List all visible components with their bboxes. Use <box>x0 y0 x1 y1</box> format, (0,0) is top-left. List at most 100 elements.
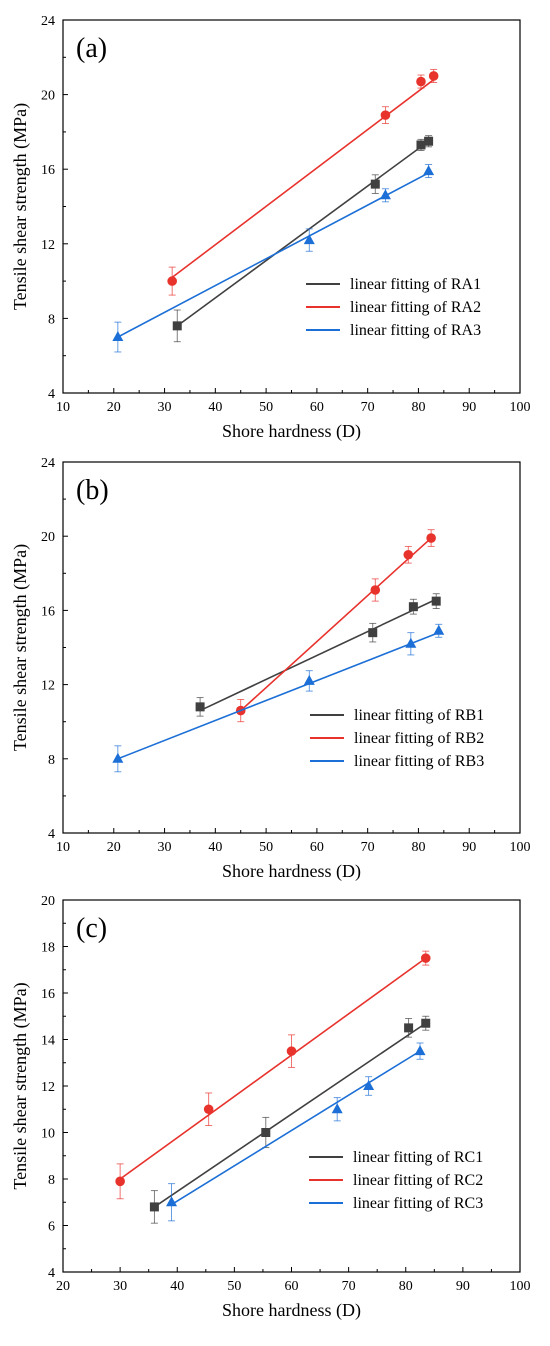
y-tick-label: 12 <box>41 679 55 694</box>
series-1 <box>172 135 434 343</box>
data-point <box>331 1103 343 1114</box>
x-tick-label: 80 <box>399 1279 413 1294</box>
data-point <box>421 1018 431 1028</box>
fit-line <box>119 957 427 1180</box>
y-tick-label: 16 <box>41 987 55 1002</box>
data-point <box>433 624 445 635</box>
data-point <box>261 1128 271 1137</box>
x-tick-label: 50 <box>259 840 273 855</box>
y-tick-label: 16 <box>41 163 55 178</box>
data-point <box>426 533 436 543</box>
series-3 <box>166 1042 426 1222</box>
fit-line <box>117 631 440 760</box>
x-axis-title: Shore hardness (D) <box>222 861 361 882</box>
data-point <box>112 331 124 342</box>
y-tick-label: 24 <box>41 14 55 29</box>
series-3 <box>112 623 445 773</box>
x-tick-label: 20 <box>56 1279 70 1294</box>
series-3 <box>112 164 435 353</box>
x-tick-label: 90 <box>462 400 476 415</box>
data-point <box>379 189 391 200</box>
series-2 <box>115 950 431 1200</box>
y-tick-label: 8 <box>48 753 55 768</box>
data-point <box>420 953 431 963</box>
y-tick-label: 4 <box>48 827 55 842</box>
x-tick-label: 80 <box>411 400 425 415</box>
legend: linear fitting of RC1 linear fitting of R… <box>309 1149 483 1212</box>
x-tick-label: 60 <box>310 840 324 855</box>
x-tick-label: 50 <box>259 400 273 415</box>
data-point <box>370 585 381 595</box>
series-2 <box>235 529 436 723</box>
data-point <box>149 1202 159 1212</box>
data-point <box>403 549 414 560</box>
fit-line <box>176 140 430 327</box>
plot-frame <box>62 461 521 834</box>
data-point <box>203 1104 214 1115</box>
y-tick-label: 6 <box>48 1220 55 1235</box>
legend-label: linear fitting of RB2 <box>354 730 484 747</box>
fit-line <box>171 79 435 279</box>
fit-line <box>117 172 429 338</box>
legend-label: linear fitting of RA1 <box>350 276 481 293</box>
x-tick-label: 40 <box>208 840 222 855</box>
panel-label: (c) <box>76 913 107 944</box>
x-tick-label: 60 <box>310 400 324 415</box>
y-tick-label: 4 <box>48 387 55 402</box>
fit-line <box>199 598 437 712</box>
x-tick-label: 90 <box>456 1279 470 1294</box>
x-tick-label: 10 <box>56 400 70 415</box>
data-point <box>424 136 434 146</box>
x-tick-label: 40 <box>208 400 222 415</box>
data-point <box>423 165 435 176</box>
y-tick-label: 14 <box>41 1034 55 1049</box>
y-tick-label: 12 <box>41 1080 55 1095</box>
data-point <box>303 234 315 245</box>
y-tick-label: 10 <box>41 1127 55 1142</box>
y-tick-label: 12 <box>41 238 55 253</box>
x-tick-label: 70 <box>361 840 375 855</box>
fit-line <box>171 1050 421 1206</box>
x-tick-label: 30 <box>158 840 172 855</box>
y-tick-label: 8 <box>48 1173 55 1188</box>
data-point <box>431 596 441 606</box>
data-point <box>115 1176 125 1187</box>
data-point <box>167 276 177 286</box>
y-tick-label: 20 <box>41 89 55 104</box>
x-axis-title: Shore hardness (D) <box>222 421 361 442</box>
fit-line <box>153 1022 427 1208</box>
x-tick-label: 20 <box>107 400 121 415</box>
y-tick-label: 20 <box>41 894 55 909</box>
series-2 <box>167 68 439 296</box>
data-point <box>172 321 182 331</box>
data-point <box>416 140 426 150</box>
data-point <box>286 1046 297 1056</box>
legend: linear fitting of RB1 linear fitting of R… <box>310 707 484 770</box>
panel-label: (a) <box>76 33 107 64</box>
legend-label: linear fitting of RB1 <box>354 707 484 724</box>
data-point <box>368 628 378 638</box>
legend-label: linear fitting of RA3 <box>350 322 481 339</box>
y-tick-label: 16 <box>41 604 55 619</box>
x-tick-label: 100 <box>510 840 531 855</box>
x-tick-label: 70 <box>342 1279 356 1294</box>
data-point <box>404 1023 414 1033</box>
x-tick-label: 100 <box>510 400 531 415</box>
x-tick-label: 30 <box>113 1279 127 1294</box>
x-tick-label: 70 <box>361 400 375 415</box>
x-tick-label: 50 <box>227 1279 241 1294</box>
x-tick-label: 80 <box>411 840 425 855</box>
legend-label: linear fitting of RA2 <box>350 299 481 316</box>
y-tick-label: 20 <box>41 530 55 545</box>
legend-label: linear fitting of RC2 <box>353 1172 483 1189</box>
data-point <box>166 1196 178 1207</box>
y-axis-title: Tensile shear strength (MPa) <box>10 544 31 751</box>
y-tick-label: 4 <box>48 1266 55 1281</box>
x-tick-label: 30 <box>158 400 172 415</box>
y-tick-label: 24 <box>41 456 55 471</box>
x-tick-label: 40 <box>170 1279 184 1294</box>
fit-line <box>240 537 432 712</box>
x-tick-label: 100 <box>510 1279 531 1294</box>
legend-label: linear fitting of RC1 <box>353 1149 483 1166</box>
